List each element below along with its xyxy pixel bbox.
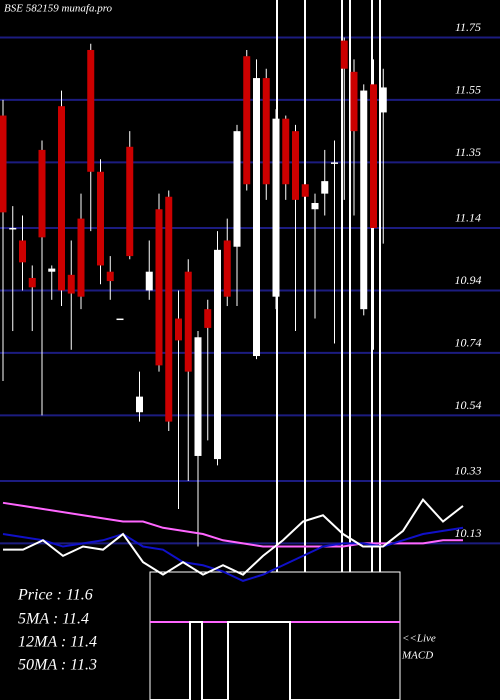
candle-body <box>87 49 95 172</box>
indicator-line <box>2 526 464 582</box>
candle-body <box>340 40 348 69</box>
candle-body <box>116 318 124 321</box>
y-tick-label: 11.75 <box>455 20 481 34</box>
candle-body <box>233 131 241 247</box>
candle-body <box>379 87 387 113</box>
candle-body <box>370 84 377 228</box>
candle-body <box>194 337 202 456</box>
candle-body <box>77 218 85 297</box>
candle-body <box>321 181 329 194</box>
info-text: 50MA : 11.3 <box>18 657 97 674</box>
candle-body <box>253 78 260 357</box>
y-tick-label: 10.94 <box>455 273 482 287</box>
candle-body <box>0 115 7 213</box>
macd-panel <box>149 571 401 700</box>
candle-body <box>175 318 182 341</box>
candle-body <box>282 118 290 185</box>
candle-body <box>38 149 46 238</box>
candle-body <box>58 106 65 291</box>
candle-body <box>145 271 153 291</box>
candle-body <box>28 277 36 288</box>
macd-label: MACD <box>401 650 433 662</box>
y-tick-label: 11.14 <box>455 211 481 225</box>
info-text: 12MA : 11.4 <box>18 634 97 651</box>
chart-title: BSE 582159 munafa.pro <box>4 3 113 15</box>
info-text: Price : 11.6 <box>17 587 93 604</box>
candle-body <box>184 271 192 372</box>
candle-body <box>97 171 104 266</box>
candle-body <box>204 309 212 328</box>
candle-body <box>272 118 280 297</box>
candle-body <box>126 146 134 257</box>
candle-body <box>350 71 358 132</box>
candle-body <box>155 209 163 366</box>
candle-body <box>19 240 26 263</box>
indicator-line <box>2 501 463 548</box>
candle-body <box>262 78 270 185</box>
info-text: 5MA : 11.4 <box>18 611 89 628</box>
candle-body <box>223 240 231 297</box>
y-tick-label: 10.33 <box>455 464 482 478</box>
candle-body <box>331 162 338 164</box>
y-tick-label: 10.54 <box>455 398 482 412</box>
macd-label: <<Live <box>402 633 436 645</box>
candle-body <box>243 56 251 185</box>
candle-body <box>360 90 368 310</box>
candle-body <box>301 184 309 197</box>
candle-body <box>9 227 17 230</box>
candle-body <box>136 396 143 413</box>
candle-body <box>214 249 221 460</box>
indicator-line <box>3 498 464 576</box>
y-tick-label: 11.55 <box>455 83 481 97</box>
candle-body <box>165 196 173 422</box>
y-tick-label: 11.35 <box>455 145 481 159</box>
y-tick-label: 10.74 <box>455 336 482 350</box>
candle-body <box>292 131 299 200</box>
candle-body <box>311 202 319 210</box>
candle-body <box>67 274 75 294</box>
y-tick-label: 10.13 <box>455 526 482 540</box>
macd-line <box>150 621 400 700</box>
candle-body <box>106 271 114 282</box>
candle-body <box>48 268 56 272</box>
